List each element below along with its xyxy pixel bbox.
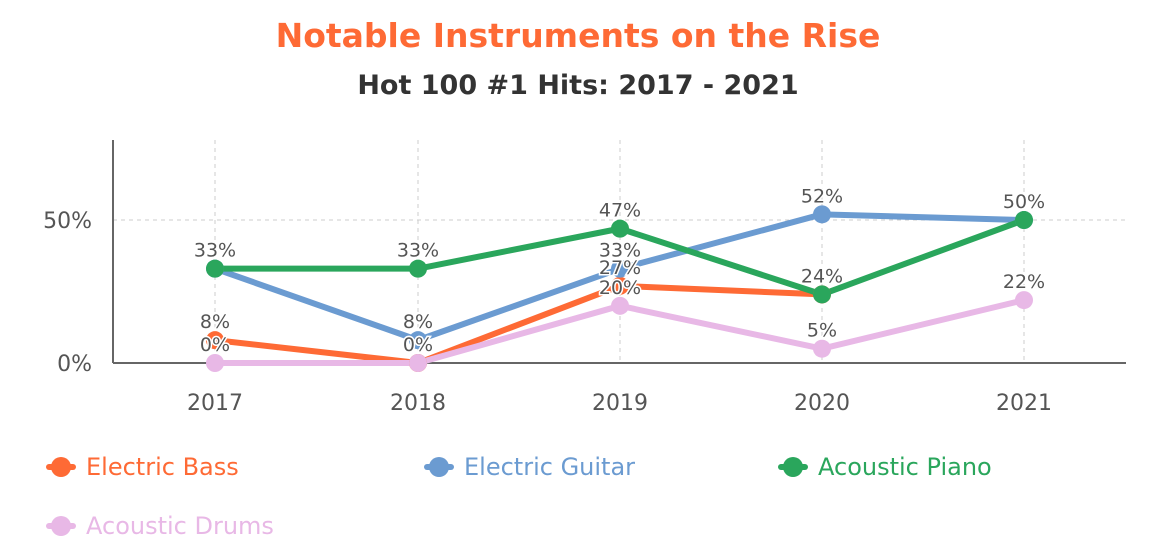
legend-item[interactable]: Electric Bass — [46, 452, 239, 482]
data-label: 0% — [403, 334, 433, 356]
x-tick-label: 2019 — [592, 391, 648, 416]
data-label: 22% — [1003, 271, 1045, 293]
y-tick-label: 0% — [57, 352, 92, 377]
legend-item[interactable]: Acoustic Piano — [778, 452, 992, 482]
legend-label: Electric Bass — [86, 453, 239, 481]
legend-label: Acoustic Piano — [818, 453, 992, 481]
legend-marker-icon — [424, 452, 454, 482]
data-point — [611, 259, 629, 278]
data-label: 0% — [403, 334, 433, 356]
x-tick-label: 2018 — [390, 391, 446, 416]
data-label: 5% — [807, 320, 837, 342]
data-label: 8% — [200, 311, 230, 333]
data-point — [1015, 291, 1033, 310]
data-label: 8% — [403, 311, 433, 333]
data-label: 33% — [397, 240, 439, 262]
data-label: 33% — [194, 240, 236, 262]
data-label: 50% — [1003, 191, 1045, 213]
chart-subtitle: Hot 100 #1 Hits: 2017 - 2021 — [357, 70, 799, 101]
legend-marker-icon — [778, 452, 808, 482]
data-point — [206, 259, 224, 278]
data-label: 27% — [599, 257, 641, 279]
data-label: 52% — [801, 185, 843, 207]
data-point — [409, 331, 427, 350]
data-label: 24% — [801, 265, 843, 287]
legend-label: Acoustic Drums — [86, 512, 274, 540]
data-point — [611, 296, 629, 315]
data-point — [813, 339, 831, 358]
data-point — [206, 354, 224, 372]
data-label: 33% — [194, 240, 236, 262]
data-label: 50% — [1003, 191, 1045, 213]
data-point — [813, 285, 831, 304]
data-label: 20% — [599, 277, 641, 299]
data-point — [813, 205, 831, 224]
legend-item[interactable]: Acoustic Drums — [46, 511, 274, 541]
legend-label: Electric Guitar — [464, 453, 636, 481]
data-point — [1015, 211, 1033, 230]
data-point — [206, 331, 224, 350]
data-point — [611, 276, 629, 295]
x-tick-label: 2017 — [187, 391, 243, 416]
data-label: 33% — [599, 240, 641, 262]
legend-item[interactable]: Electric Guitar — [424, 452, 635, 482]
legend-marker-icon — [46, 511, 76, 541]
series-line — [212, 282, 825, 366]
y-tick-label: 50% — [43, 209, 92, 234]
chart-title: Notable Instruments on the Rise — [275, 16, 881, 55]
data-label: 24% — [801, 265, 843, 287]
data-label: 0% — [200, 334, 230, 356]
legend-marker-icon — [46, 452, 76, 482]
data-point — [611, 219, 629, 238]
x-tick-label: 2021 — [996, 391, 1052, 416]
data-point — [409, 354, 427, 372]
data-label: 47% — [599, 200, 641, 222]
x-tick-label: 2020 — [794, 391, 850, 416]
data-point — [409, 259, 427, 278]
